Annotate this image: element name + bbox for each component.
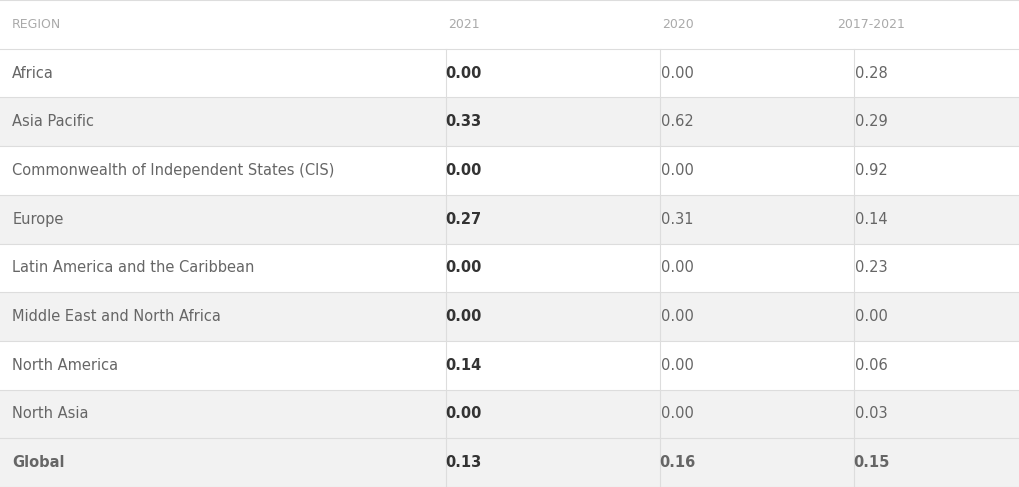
Text: Africa: Africa: [12, 66, 54, 80]
Text: 0.16: 0.16: [659, 455, 696, 470]
Text: 0.00: 0.00: [445, 163, 482, 178]
Text: 0.14: 0.14: [855, 212, 888, 226]
FancyBboxPatch shape: [0, 0, 1019, 49]
FancyBboxPatch shape: [0, 195, 1019, 244]
FancyBboxPatch shape: [0, 146, 1019, 195]
FancyBboxPatch shape: [0, 438, 1019, 487]
FancyBboxPatch shape: [0, 341, 1019, 390]
Text: 0.28: 0.28: [855, 66, 888, 80]
Text: 0.00: 0.00: [661, 407, 694, 421]
FancyBboxPatch shape: [0, 97, 1019, 146]
FancyBboxPatch shape: [0, 390, 1019, 438]
Text: 0.00: 0.00: [445, 261, 482, 275]
Text: 0.00: 0.00: [661, 66, 694, 80]
Text: REGION: REGION: [12, 18, 61, 31]
Text: North America: North America: [12, 358, 118, 373]
Text: 2020: 2020: [661, 18, 694, 31]
Text: 0.15: 0.15: [853, 455, 890, 470]
Text: 0.92: 0.92: [855, 163, 888, 178]
FancyBboxPatch shape: [0, 49, 1019, 97]
Text: 0.27: 0.27: [445, 212, 482, 226]
FancyBboxPatch shape: [0, 244, 1019, 292]
Text: Latin America and the Caribbean: Latin America and the Caribbean: [12, 261, 255, 275]
Text: 0.31: 0.31: [661, 212, 694, 226]
Text: 0.03: 0.03: [855, 407, 888, 421]
Text: 0.06: 0.06: [855, 358, 888, 373]
Text: Middle East and North Africa: Middle East and North Africa: [12, 309, 221, 324]
Text: 0.62: 0.62: [661, 114, 694, 129]
Text: 2017-2021: 2017-2021: [838, 18, 905, 31]
Text: 0.00: 0.00: [661, 163, 694, 178]
Text: 0.13: 0.13: [445, 455, 482, 470]
Text: 0.33: 0.33: [445, 114, 482, 129]
Text: 0.14: 0.14: [445, 358, 482, 373]
Text: 0.00: 0.00: [661, 261, 694, 275]
Text: 0.23: 0.23: [855, 261, 888, 275]
Text: 0.00: 0.00: [661, 309, 694, 324]
Text: 0.29: 0.29: [855, 114, 888, 129]
Text: North Asia: North Asia: [12, 407, 89, 421]
Text: 0.00: 0.00: [445, 66, 482, 80]
Text: 0.00: 0.00: [661, 358, 694, 373]
Text: Europe: Europe: [12, 212, 63, 226]
Text: Commonwealth of Independent States (CIS): Commonwealth of Independent States (CIS): [12, 163, 334, 178]
Text: 2021: 2021: [447, 18, 480, 31]
Text: 0.00: 0.00: [445, 309, 482, 324]
Text: 0.00: 0.00: [445, 407, 482, 421]
FancyBboxPatch shape: [0, 292, 1019, 341]
Text: Global: Global: [12, 455, 65, 470]
Text: 0.00: 0.00: [855, 309, 888, 324]
Text: Asia Pacific: Asia Pacific: [12, 114, 94, 129]
